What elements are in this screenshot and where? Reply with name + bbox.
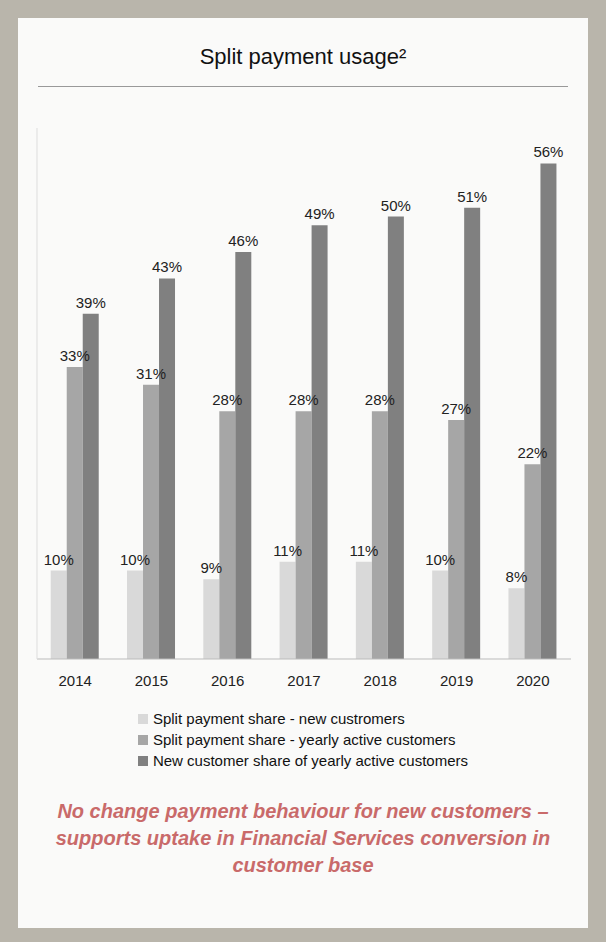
svg-text:56%: 56%: [533, 143, 563, 160]
svg-text:28%: 28%: [365, 391, 395, 408]
svg-text:2016: 2016: [211, 672, 244, 689]
html-text:Split payment share - yearly a: Split payment share - yearly active cust…: [152, 731, 456, 748]
svg-text:22%: 22%: [517, 444, 547, 461]
svg-text:11%: 11%: [349, 542, 378, 559]
svg-text:46%: 46%: [228, 232, 258, 249]
svg-text:2014: 2014: [58, 672, 91, 689]
svg-text:39%: 39%: [76, 294, 106, 311]
svg-text:11%: 11%: [273, 542, 302, 559]
html-text:Split payment usage²: Split payment usage²: [199, 44, 407, 69]
svg-text:2015: 2015: [135, 672, 168, 689]
html-text:New customer share of yearly a: New customer share of yearly active cust…: [152, 752, 469, 769]
svg-text:2017: 2017: [287, 672, 320, 689]
svg-text:2020: 2020: [516, 672, 549, 689]
svg-text:50%: 50%: [381, 197, 411, 214]
svg-text:43%: 43%: [152, 258, 182, 275]
svg-text:49%: 49%: [305, 205, 335, 222]
svg-text:2018: 2018: [364, 672, 397, 689]
svg-text:31%: 31%: [136, 365, 166, 382]
svg-text:10%: 10%: [120, 551, 150, 568]
html-text:No change payment behaviour fo: No change payment behaviour for new cust…: [55, 800, 551, 876]
svg-text:27%: 27%: [441, 400, 471, 417]
svg-text:10%: 10%: [44, 551, 74, 568]
html-text:Split payment share - new cust: Split payment share - new custromers: [152, 710, 405, 727]
svg-text:33%: 33%: [60, 347, 90, 364]
svg-text:28%: 28%: [212, 391, 242, 408]
svg-text:10%: 10%: [425, 551, 455, 568]
svg-text:28%: 28%: [289, 391, 319, 408]
svg-text:8%: 8%: [506, 568, 528, 585]
svg-text:51%: 51%: [457, 188, 487, 205]
svg-text:2019: 2019: [440, 672, 473, 689]
svg-text:9%: 9%: [200, 559, 222, 576]
